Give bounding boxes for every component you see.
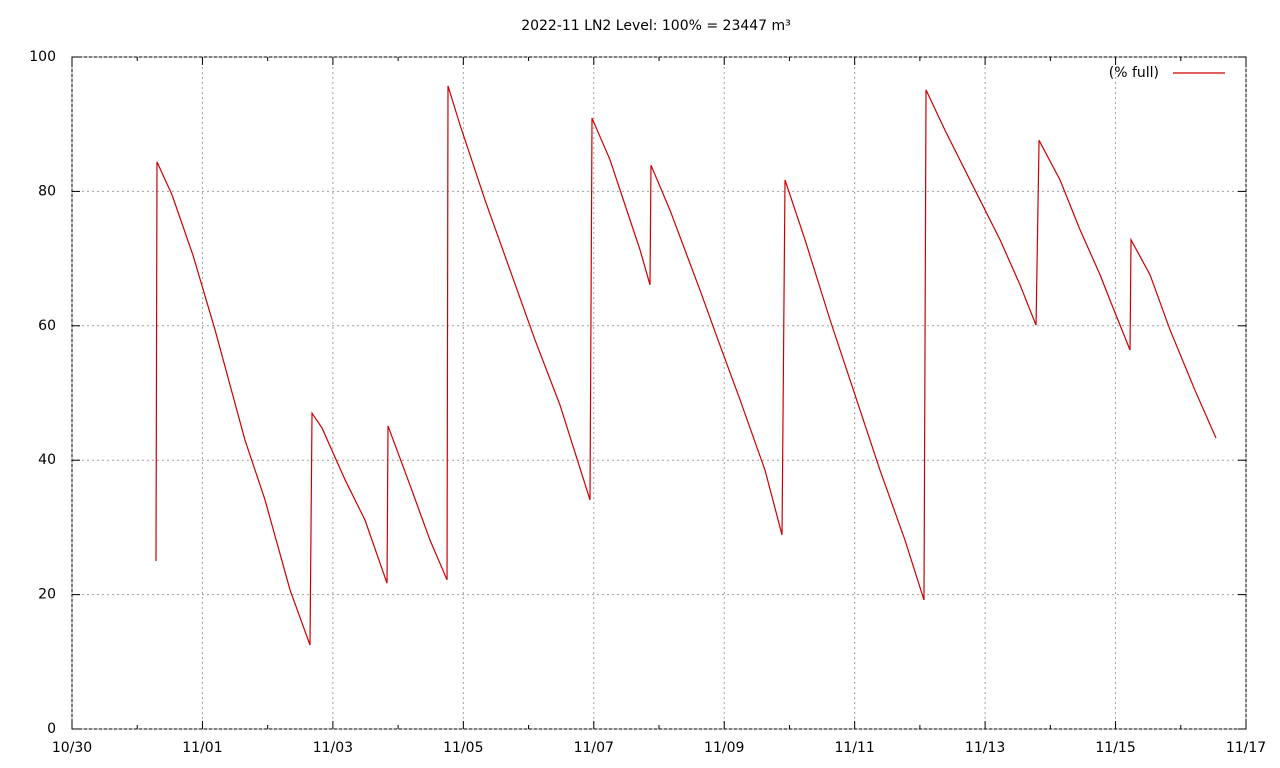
y-tick-label: 80 [38,183,56,199]
x-tick-label: 11/03 [313,740,353,756]
legend-label: (% full) [1109,65,1159,81]
x-tick-label: 11/09 [704,740,744,756]
x-tick-label: 11/05 [443,740,483,756]
x-tick-label: 11/15 [1095,740,1135,756]
x-tick-label: 11/13 [965,740,1005,756]
x-tick-label: 11/01 [182,740,222,756]
x-tick-label: 10/30 [52,740,92,756]
x-tick-label: 11/17 [1226,740,1266,756]
x-tick-label: 11/07 [574,740,614,756]
chart-title: 2022-11 LN2 Level: 100% = 23447 m³ [521,18,791,34]
y-tick-label: 100 [29,49,56,65]
y-tick-label: 20 [38,587,56,603]
y-tick-label: 40 [38,452,56,468]
x-tick-label: 11/11 [834,740,874,756]
data-line [155,85,1217,646]
y-tick-label: 60 [38,318,56,334]
y-tick-label: 0 [47,721,56,737]
